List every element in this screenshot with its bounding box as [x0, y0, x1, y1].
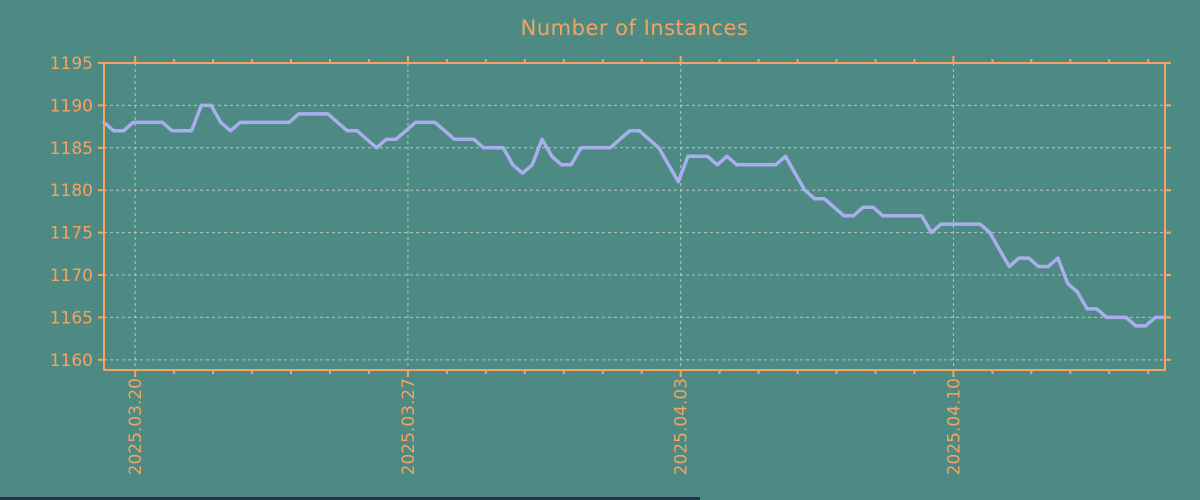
x-axis-tick-label: 2025.03.27: [399, 378, 419, 475]
y-axis-tick-label: 1195: [50, 54, 93, 74]
y-axis-tick-label: 1165: [50, 308, 93, 328]
plot-frame: [103, 62, 1166, 371]
y-axis-tick-label: 1180: [50, 181, 93, 201]
bottom-edge-bar: [0, 497, 700, 500]
y-axis-tick-label: 1170: [50, 266, 93, 286]
data-line-instances: [102, 103, 1167, 328]
x-axis-tick-label: 2025.03.20: [126, 378, 146, 475]
y-axis-tick-label: 1175: [50, 224, 93, 244]
y-axis-tick-label: 1160: [50, 351, 93, 371]
x-axis-tick-label: 2025.04.03: [672, 378, 692, 475]
y-axis-tick-label: 1185: [50, 139, 93, 159]
x-axis-tick-label: 2025.04.10: [944, 378, 964, 475]
y-axis-tick-label: 1190: [50, 96, 93, 116]
